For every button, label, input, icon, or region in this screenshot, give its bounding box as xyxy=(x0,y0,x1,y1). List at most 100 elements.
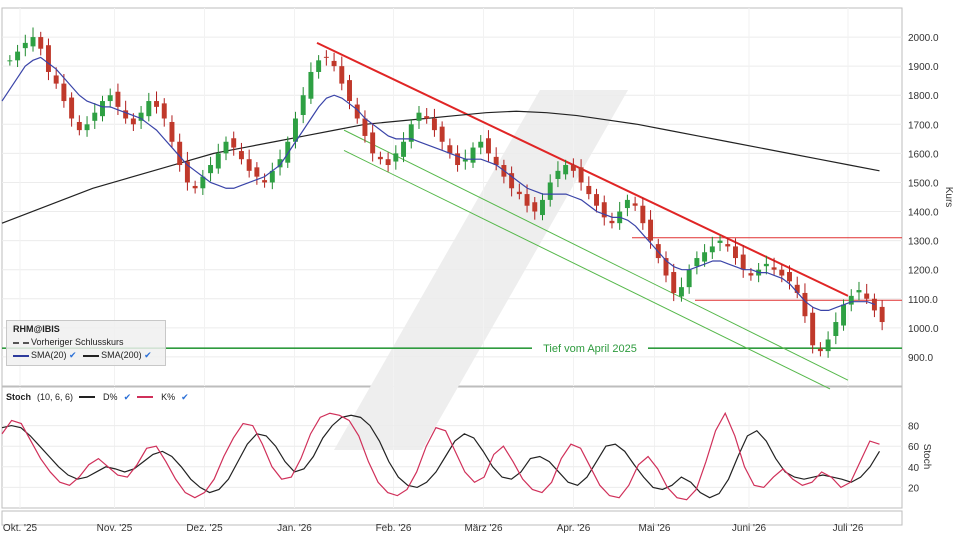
candle-body xyxy=(540,199,545,216)
legend-sma: SMA(20) ✔ SMA(200) ✔ xyxy=(13,350,152,361)
candle-body xyxy=(246,159,252,171)
x-tick-label: Feb. '26 xyxy=(376,523,412,534)
candle-body xyxy=(161,103,167,119)
candle-body xyxy=(323,56,329,58)
candle-body xyxy=(107,95,113,102)
candle-body xyxy=(416,112,422,121)
candle-body xyxy=(864,293,870,299)
candle-body xyxy=(84,124,90,131)
support-annotation: Tief vom April 2025 xyxy=(543,343,637,355)
candle-body xyxy=(439,126,445,142)
candle-body xyxy=(424,116,430,119)
candle-body xyxy=(879,306,885,323)
checkbox-icon[interactable]: ✔ xyxy=(181,391,189,402)
candle-body xyxy=(22,42,28,49)
x-tick-label: Okt. '25 xyxy=(3,523,38,534)
candle-body xyxy=(362,118,368,136)
price-y-tick: 1300.0 xyxy=(908,237,939,248)
candle-body xyxy=(563,165,569,175)
candle-body xyxy=(663,258,669,276)
k-swatch xyxy=(137,396,154,398)
price-legend: RHM@IBIS Vorheriger Schlusskurs SMA(20) … xyxy=(6,320,166,366)
candle-body xyxy=(293,118,298,142)
candle-body xyxy=(45,45,51,72)
candle-body xyxy=(347,80,352,102)
candle-body xyxy=(339,66,345,84)
candle-body xyxy=(509,173,515,189)
stoch-params: (10, 6, 6) xyxy=(37,392,74,402)
candle-body xyxy=(61,83,67,102)
price-y-tick: 1900.0 xyxy=(908,62,939,73)
candle-body xyxy=(671,272,677,293)
candle-body xyxy=(447,145,453,154)
candle-body xyxy=(115,91,121,107)
stoch-y-tick: 20 xyxy=(908,483,920,494)
price-y-tick: 1800.0 xyxy=(908,91,939,102)
candle-body xyxy=(200,176,206,189)
candle-body xyxy=(38,37,44,49)
checkbox-icon[interactable]: ✔ xyxy=(69,350,77,360)
candle-body xyxy=(594,194,599,206)
price-y-tick: 1700.0 xyxy=(908,120,939,131)
stoch-y-tick: 60 xyxy=(908,442,920,453)
x-tick-label: Mai '26 xyxy=(639,523,671,534)
candle-body xyxy=(15,51,21,61)
candle-body xyxy=(238,151,244,160)
candle-body xyxy=(76,121,82,131)
legend-prev-close-label: Vorheriger Schlusskurs xyxy=(31,337,124,347)
candle-body xyxy=(269,170,275,183)
candle-body xyxy=(462,159,468,162)
candle-body xyxy=(223,141,229,154)
x-tick-label: März '26 xyxy=(464,523,502,534)
candle-body xyxy=(177,141,183,166)
candle-body xyxy=(640,205,646,224)
candle-body xyxy=(833,322,839,336)
candle-body xyxy=(401,141,407,157)
candle-body xyxy=(524,194,530,206)
candle-body xyxy=(779,269,785,276)
legend-sma20-label: SMA(20) xyxy=(31,350,67,360)
price-y-tick: 2000.0 xyxy=(908,33,939,44)
price-y-tick: 1200.0 xyxy=(908,266,939,277)
x-tick-label: Jan. '26 xyxy=(277,523,312,534)
checkbox-icon[interactable]: ✔ xyxy=(144,350,152,360)
x-tick-label: Nov. '25 xyxy=(97,523,133,534)
candle-body xyxy=(717,240,723,243)
candle-body xyxy=(794,284,800,293)
stoch-panel-frame xyxy=(1,386,903,509)
price-y-tick: 1000.0 xyxy=(908,324,939,335)
candle-body xyxy=(316,60,322,72)
candle-body xyxy=(377,156,383,160)
stoch-d-label: D% xyxy=(103,392,118,402)
candle-body xyxy=(740,254,746,270)
x-tick-label: Juli '26 xyxy=(833,523,864,534)
legend-symbol: RHM@IBIS xyxy=(13,324,60,334)
candle-body xyxy=(254,167,260,177)
candle-body xyxy=(841,304,847,326)
candle-body xyxy=(393,153,399,162)
candle-body xyxy=(485,138,491,154)
sma200-swatch xyxy=(83,354,100,357)
candle-body xyxy=(478,141,484,148)
candle-body xyxy=(648,219,654,241)
candle-body xyxy=(771,267,777,270)
candle-body xyxy=(184,161,190,183)
checkbox-icon[interactable]: ✔ xyxy=(123,391,132,402)
sma20-line xyxy=(1,56,876,311)
candle-body xyxy=(277,159,283,168)
price-y-tick: 900.0 xyxy=(908,353,933,364)
candle-body xyxy=(408,124,414,142)
candle-body xyxy=(810,312,816,346)
price-y-tick: 1500.0 xyxy=(908,178,939,189)
candle-body xyxy=(100,101,105,117)
candle-body xyxy=(208,165,214,174)
stoch-k-label: K% xyxy=(161,392,176,402)
price-y-tick: 1600.0 xyxy=(908,149,939,160)
price-y-axis-label: Kurs xyxy=(943,187,954,208)
candle-body xyxy=(601,202,607,218)
candle-body xyxy=(787,272,792,282)
time-axis-frame xyxy=(1,510,903,526)
candle-body xyxy=(578,167,584,183)
candle-body xyxy=(555,170,561,179)
